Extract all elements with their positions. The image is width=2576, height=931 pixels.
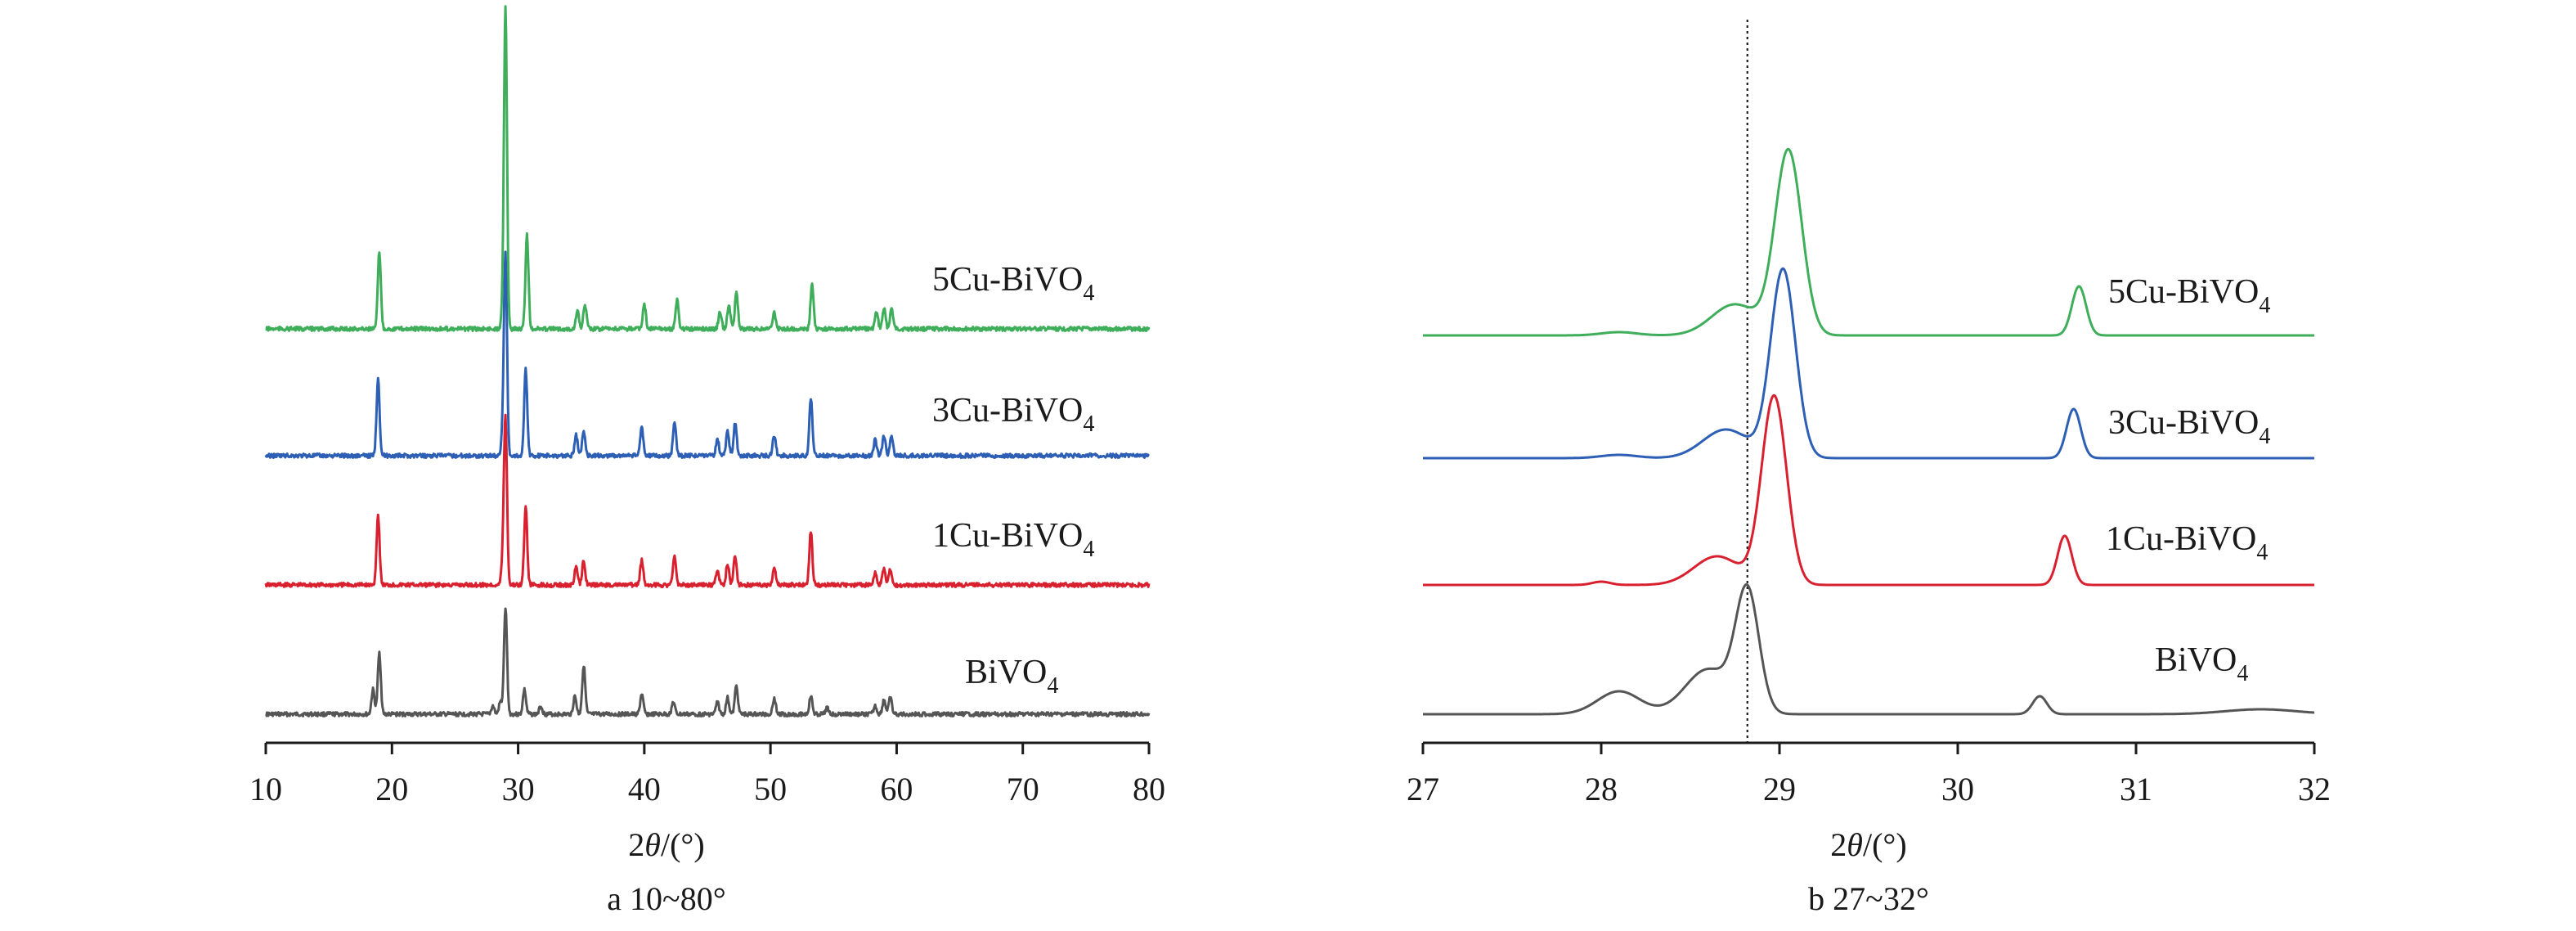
panel-a-chart: 10 20 30 40 50 60 70 80 BiVO4 1Cu-BiVO4 3Cu-BiVO4… [249,5,1165,917]
panel-a-plot-area [264,5,1151,717]
x-tick-label: 80 [1133,771,1165,807]
panel-a-x-axis [264,741,1151,754]
series-label: BiVO4 [965,654,1058,699]
x-tick-label: 32 [2298,771,2331,807]
x-tick-label: 31 [2120,771,2152,807]
x-tick-label: 27 [1407,771,1439,807]
x-tick-label: 20 [375,771,408,807]
panel-b-caption: b 27~32° [1808,880,1929,917]
series-line [1422,394,2315,587]
panel-a-x-tick-labels: 10 20 30 40 50 60 70 80 [249,771,1165,807]
series-label: 1Cu-BiVO4 [2106,520,2268,565]
panel-b-x-axis [1421,741,2316,754]
x-tick-label: 40 [628,771,661,807]
panel-b-x-axis-title: 2θ/(°) [1830,826,1906,863]
x-tick-label: 30 [502,771,535,807]
x-tick-label: 28 [1585,771,1618,807]
panel-b-plot-area [1422,20,2315,743]
x-tick-label: 30 [1941,771,1974,807]
x-tick-label: 50 [754,771,787,807]
series-label: 3Cu-BiVO4 [932,392,1094,437]
series-line [265,5,1151,332]
series-line [264,250,1150,459]
x-tick-label: 29 [1763,771,1796,807]
series-line [1422,582,2315,716]
x-tick-label: 60 [880,771,913,807]
panel-b-chart: 27 28 29 30 31 32 BiVO4 1Cu-BiVO4 3Cu-BiVO4 5Cu-… [1407,20,2331,917]
panel-b-x-tick-labels: 27 28 29 30 31 32 [1407,771,2331,807]
series-label: 3Cu-BiVO4 [2108,404,2270,449]
panel-a-caption: a 10~80° [607,880,725,917]
panel-b-series-labels: BiVO4 1Cu-BiVO4 3Cu-BiVO4 5Cu-BiVO4 [2106,273,2270,686]
series-label: 1Cu-BiVO4 [932,517,1094,562]
series-label: BiVO4 [2155,641,2248,686]
x-tick-label: 10 [249,771,282,807]
series-line [1422,267,2315,460]
series-line [264,413,1151,588]
x-tick-label: 70 [1007,771,1039,807]
series-line [1422,147,2315,337]
panel-a-series-labels: BiVO4 1Cu-BiVO4 3Cu-BiVO4 5Cu-BiVO4 [932,261,1094,699]
panel-a-x-axis-title: 2θ/(°) [628,826,704,863]
series-label: 5Cu-BiVO4 [2108,273,2270,318]
series-label: 5Cu-BiVO4 [932,261,1094,306]
series-line [265,607,1151,717]
